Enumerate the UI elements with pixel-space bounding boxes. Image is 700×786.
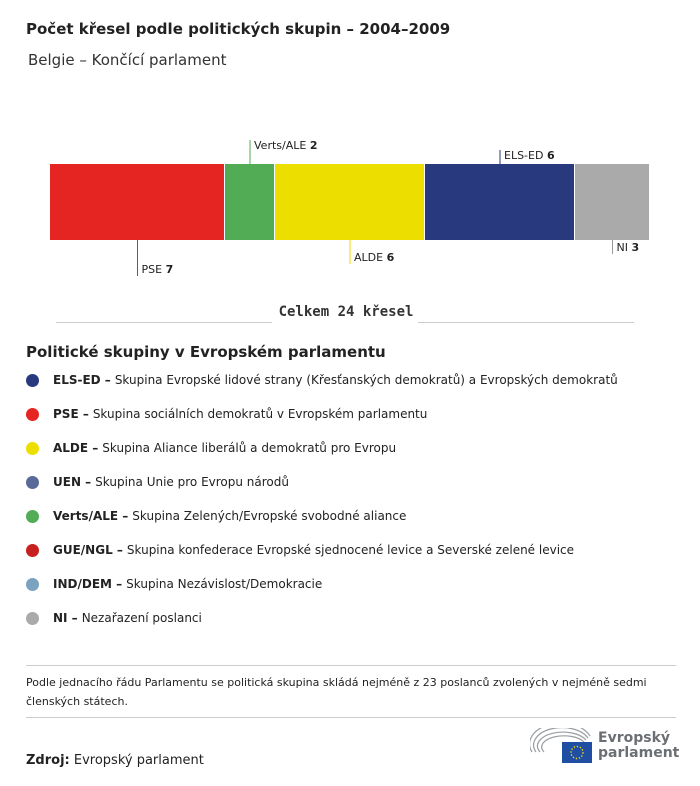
legend-abbr: UEN –: [53, 475, 92, 489]
legend-desc: Skupina Unie pro Evropu národů: [95, 475, 289, 489]
stacked-bar-chart: PSE 7 Verts/ALE 2 ALDE 6 ELS-ED 6 NI 3: [50, 139, 649, 276]
legend-dot: [26, 509, 39, 523]
divider: [56, 322, 272, 323]
legend-item: GUE/NGL – Skupina konfederace Evropské sj…: [26, 543, 574, 557]
chart-title: Počet křesel podle politických skupin – …: [26, 20, 451, 38]
data-label: PSE 7: [142, 263, 174, 276]
parliament-hemicycle-icon: [530, 728, 592, 763]
data-label: Verts/ALE 2: [254, 139, 317, 152]
source-value: Evropský parlament: [73, 753, 204, 768]
legend-item: ALDE – Skupina Aliance liberálů a demokra…: [26, 441, 396, 455]
legend-item: Verts/ALE – Skupina Zelených/Evropské svo…: [26, 509, 406, 523]
legend-desc: Skupina sociálních demokratů v Evropském…: [92, 407, 428, 421]
legend-abbr: NI –: [53, 611, 78, 625]
bar-alde: [275, 164, 424, 240]
legend-desc: Skupina Aliance liberálů a demokratů pro…: [102, 441, 397, 455]
source-label: Zdroj:: [26, 753, 70, 768]
legend-title: Politické skupiny v Evropském parlamentu: [26, 343, 386, 361]
legend-dot: [26, 441, 39, 455]
data-label: NI 3: [617, 241, 640, 254]
legend-abbr: PSE –: [53, 407, 89, 421]
legend-abbr: GUE/NGL –: [53, 543, 123, 557]
divider: [26, 665, 676, 666]
legend-desc: Skupina konfederace Evropské sjednocené …: [126, 543, 575, 557]
legend-abbr: Verts/ALE –: [53, 509, 129, 523]
legend-abbr: ELS-ED –: [53, 373, 111, 387]
bar-ni: [575, 164, 649, 240]
legend-item: IND/DEM – Skupina Nezávislost/Demokracie: [26, 577, 322, 591]
legend-item: UEN – Skupina Unie pro Evropu národů: [26, 475, 289, 489]
chart-subtitle: Belgie – Končící parlament: [28, 51, 227, 69]
divider: [418, 322, 634, 323]
ep-logo: Evropský parlament: [530, 728, 679, 764]
legend-dot: [26, 407, 39, 421]
legend-dot: [26, 577, 39, 591]
legend-dot: [26, 543, 39, 557]
legend-desc: Nezařazení poslanci: [81, 611, 202, 625]
legend-abbr: ALDE –: [53, 441, 99, 455]
logo-line2: parlament: [598, 745, 680, 761]
legend-dot: [26, 373, 39, 387]
divider: [26, 717, 676, 718]
legend-abbr: IND/DEM –: [53, 577, 123, 591]
legend-item: PSE – Skupina sociálních demokratů v Evro…: [26, 407, 427, 421]
source: Zdroj: Evropský parlament: [26, 753, 204, 768]
legend-desc: Skupina Zelených/Evropské svobodné alian…: [132, 509, 407, 523]
legend-desc: Skupina Nezávislost/Demokracie: [126, 577, 323, 591]
total-label: Celkem 24 křesel: [278, 304, 414, 320]
bar-pse: [50, 164, 224, 240]
data-label: ALDE 6: [354, 251, 395, 264]
legend-dot: [26, 611, 39, 625]
legend-desc: Skupina Evropské lidové strany (Křesťans…: [114, 373, 618, 387]
legend-item: NI – Nezařazení poslanci: [26, 611, 202, 625]
legend-item: ELS-ED – Skupina Evropské lidové strany (…: [26, 373, 618, 387]
bar-elsed: [425, 164, 574, 240]
footnote: Podle jednacího řádu Parlamentu se polit…: [26, 676, 647, 708]
data-label: ELS-ED 6: [504, 149, 555, 162]
logo-line1: Evropský: [598, 730, 671, 746]
bar-vertsale: [225, 164, 274, 240]
legend-dot: [26, 475, 39, 489]
